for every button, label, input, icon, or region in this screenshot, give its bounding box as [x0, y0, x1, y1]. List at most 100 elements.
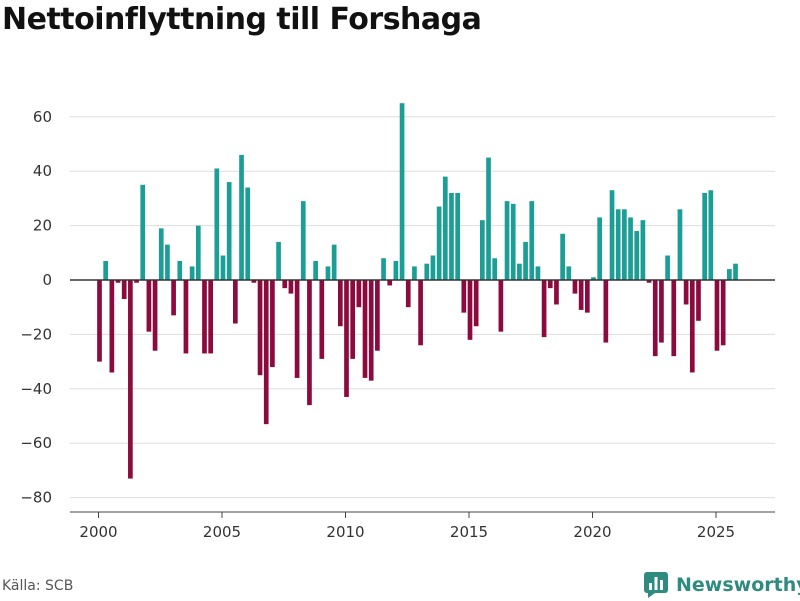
y-tick-label: −60	[20, 434, 52, 452]
bar	[640, 220, 646, 280]
bar	[473, 280, 479, 327]
bar	[300, 201, 306, 280]
bar	[455, 192, 460, 280]
source-note: Källa: SCB	[2, 578, 74, 594]
bar	[121, 280, 127, 300]
bar	[165, 244, 170, 280]
y-tick-label: −80	[20, 489, 52, 507]
bar	[529, 201, 535, 280]
bar	[189, 266, 195, 280]
y-tick-label: −20	[20, 325, 52, 343]
bar	[202, 280, 207, 354]
bar	[510, 203, 516, 280]
bar	[393, 260, 399, 280]
chart-title: Nettoinflyttning till Forshaga	[2, 2, 482, 37]
bar	[325, 266, 331, 280]
bar	[294, 280, 300, 378]
bar	[195, 225, 201, 280]
bar	[541, 280, 547, 338]
bar	[615, 209, 621, 280]
bar	[597, 217, 603, 280]
bar	[646, 280, 652, 283]
y-tick-label: 40	[33, 162, 52, 180]
x-tick-label: 2000	[79, 523, 117, 541]
bar	[486, 157, 491, 280]
bar	[449, 192, 454, 280]
y-tick-label: 0	[42, 271, 52, 289]
bar	[708, 190, 714, 280]
bar	[263, 280, 269, 425]
bar	[727, 269, 732, 280]
x-tick-label: 2025	[697, 523, 735, 541]
bar	[702, 192, 707, 280]
bar	[689, 280, 695, 373]
bar	[115, 280, 121, 283]
bar	[270, 280, 275, 368]
bar	[436, 206, 442, 280]
x-tick-label: 2015	[450, 523, 488, 541]
bar	[683, 280, 689, 305]
bar	[307, 280, 312, 406]
bar	[665, 255, 670, 280]
bars	[97, 103, 738, 479]
bar	[399, 103, 405, 280]
bar	[171, 280, 176, 316]
bar	[572, 280, 578, 294]
bar	[652, 280, 658, 357]
bar	[659, 280, 664, 343]
bar	[405, 280, 411, 308]
bar	[140, 184, 146, 280]
bar	[535, 266, 541, 280]
bar	[337, 280, 343, 327]
bar	[381, 258, 386, 280]
bar	[634, 231, 640, 280]
bar	[554, 280, 559, 305]
bar	[430, 255, 436, 280]
bar	[103, 260, 109, 280]
y-tick-label: −40	[20, 380, 52, 398]
bar	[109, 280, 115, 373]
bar	[504, 201, 510, 280]
bar	[566, 266, 572, 280]
bar	[257, 280, 263, 376]
bar	[461, 280, 467, 313]
y-axis: −80 −60 −40 −20 0 20 40 60	[20, 108, 52, 507]
bar	[375, 280, 380, 351]
bar	[350, 280, 356, 359]
bar	[424, 263, 430, 280]
bar	[628, 217, 633, 280]
bar	[331, 244, 337, 280]
bar	[677, 209, 683, 280]
bar	[319, 280, 325, 359]
bar	[442, 176, 448, 280]
bar	[313, 260, 318, 280]
bar	[387, 280, 393, 286]
bar	[480, 220, 485, 280]
bar	[412, 266, 417, 280]
bar	[498, 280, 504, 332]
bar	[603, 280, 609, 343]
bar	[492, 258, 498, 280]
bar	[282, 280, 288, 289]
bar	[584, 280, 590, 313]
bar	[714, 280, 720, 351]
bar	[177, 260, 183, 280]
bar	[733, 263, 738, 280]
bar	[523, 241, 528, 280]
bar	[467, 280, 473, 340]
brand-name: Newsworthy	[676, 574, 800, 596]
bar	[208, 280, 213, 354]
bar	[276, 241, 281, 280]
bar	[220, 255, 226, 280]
bar	[578, 280, 584, 310]
bar	[134, 280, 139, 283]
y-tick-label: 20	[33, 217, 52, 235]
y-tick-label: 60	[33, 108, 52, 126]
bar	[158, 228, 164, 280]
bar	[251, 280, 257, 283]
x-axis: 2000 2005 2010 2015 2020 2025	[70, 511, 775, 541]
bar	[245, 187, 251, 280]
bar	[97, 280, 102, 362]
bar	[226, 182, 232, 280]
